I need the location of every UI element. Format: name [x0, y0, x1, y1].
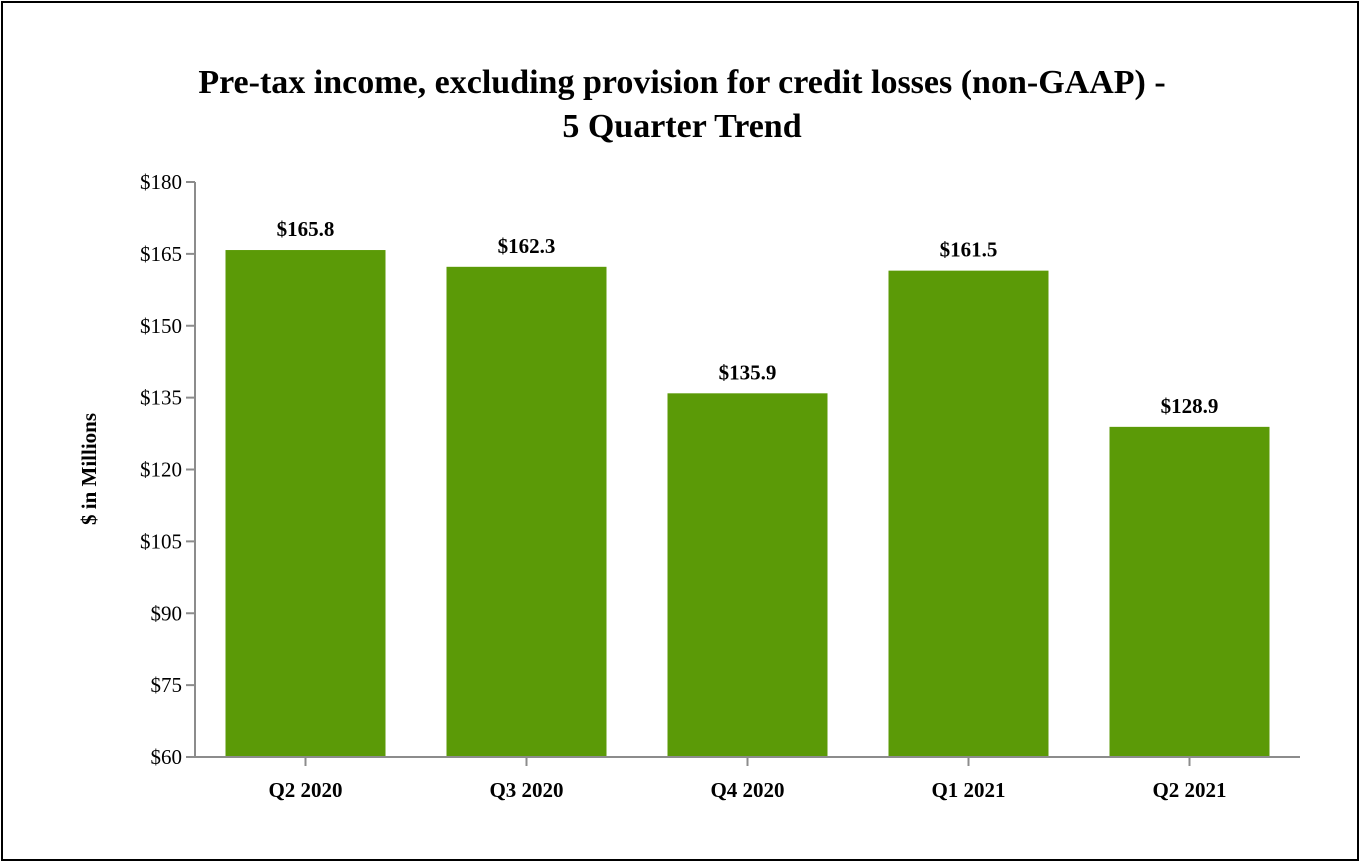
- bar: [667, 393, 828, 757]
- data-label: $162.3: [498, 234, 556, 258]
- y-tick-label: $180: [140, 170, 182, 194]
- bar: [888, 270, 1049, 757]
- chart-title-line-2: 5 Quarter Trend: [562, 108, 802, 145]
- data-label: $135.9: [719, 360, 777, 384]
- bars: $165.8 $162.3 $135.9 $161.5 $128.9: [225, 217, 1270, 757]
- data-label: $165.8: [277, 217, 335, 241]
- data-label: $161.5: [940, 238, 998, 262]
- y-tick-label: $165: [140, 242, 182, 266]
- bar: [446, 266, 607, 757]
- x-tick-label: Q3 2020: [489, 778, 563, 802]
- y-tick-label: $135: [140, 386, 182, 410]
- y-axis-ticks: $60 $75 $90 $105 $120 $135 $150 $165 $180: [140, 170, 195, 769]
- data-label: $128.9: [1161, 394, 1219, 418]
- bar: [1109, 426, 1270, 757]
- x-tick-label: Q1 2021: [931, 778, 1005, 802]
- bar: [225, 250, 386, 757]
- y-axis-label: $ in Millions: [77, 413, 101, 525]
- y-tick-label: $105: [140, 529, 182, 553]
- y-tick-label: $120: [140, 458, 182, 482]
- x-axis-ticks: Q2 2020 Q3 2020 Q4 2020 Q1 2021 Q2 2021: [268, 757, 1227, 802]
- y-tick-label: $60: [151, 745, 183, 769]
- y-tick-label: $75: [151, 673, 183, 697]
- chart-title-line-1: Pre-tax income, excluding provision for …: [198, 64, 1166, 101]
- y-tick-label: $150: [140, 314, 182, 338]
- x-tick-label: Q2 2021: [1152, 778, 1226, 802]
- x-tick-label: Q2 2020: [268, 778, 342, 802]
- x-tick-label: Q4 2020: [710, 778, 784, 802]
- y-tick-label: $90: [151, 601, 183, 625]
